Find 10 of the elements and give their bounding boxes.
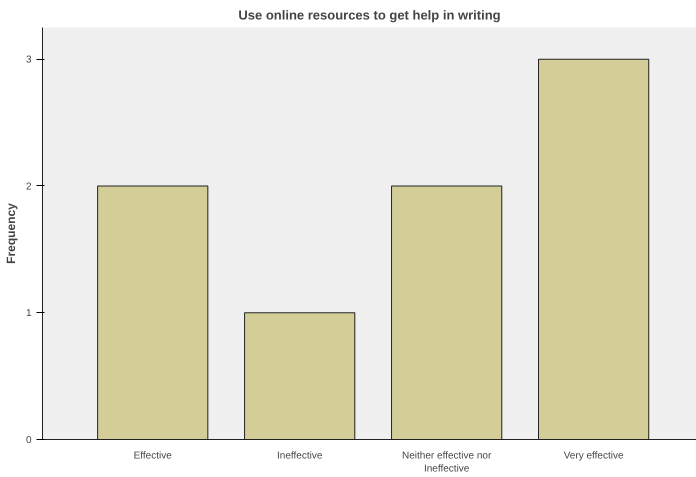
x-tick-label: Effective	[134, 450, 172, 462]
y-tick-label: 1	[26, 308, 32, 320]
chart-title: Use online resources to get help in writing	[238, 8, 501, 22]
y-tick-label: 3	[26, 54, 32, 66]
y-tick-label: 0	[26, 435, 32, 446]
y-tick-label: 2	[26, 181, 32, 192]
x-tick-label: Neither effective nor Ineffective	[402, 450, 492, 475]
x-tick-label: Very effective	[564, 450, 624, 462]
x-tick-label: Ineffective	[276, 450, 323, 462]
y-axis-title: Frequency	[4, 202, 18, 264]
